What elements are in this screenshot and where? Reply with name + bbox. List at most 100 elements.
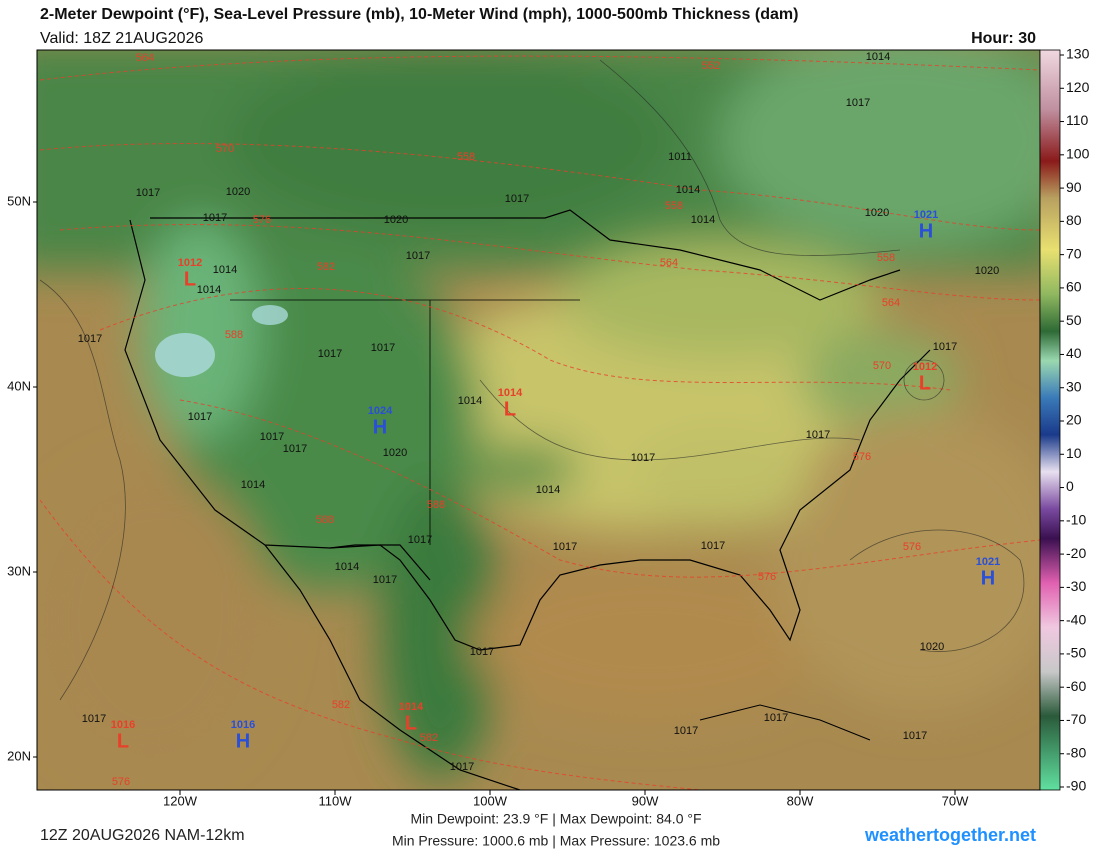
isobar-label: 1017 <box>371 342 395 354</box>
thickness-label: 582 <box>332 699 350 711</box>
isobar-label: 1011 <box>668 151 692 163</box>
isobar-label: 1017 <box>260 431 284 443</box>
colorbar-label: -40 <box>1066 611 1086 627</box>
lon-label: 70W <box>942 793 969 808</box>
low-symbol: L <box>117 730 129 752</box>
high-pressure-value: 1021 <box>914 209 938 221</box>
isobar-label: 1017 <box>283 443 307 455</box>
borders <box>124 209 931 790</box>
thickness-label: 576 <box>758 571 776 583</box>
thickness-label: 558 <box>665 200 683 212</box>
colorbar-label: 60 <box>1066 279 1082 295</box>
isobar-label: 1014 <box>536 484 560 496</box>
isobar-label: 1014 <box>197 284 221 296</box>
lat-label: 50N <box>7 193 31 208</box>
colorbar-label: -80 <box>1066 744 1086 760</box>
lon-label: 110W <box>319 793 353 808</box>
isobar-label: 1017 <box>470 646 494 658</box>
thickness-label: 576 <box>253 214 271 226</box>
isobar-label: 1017 <box>631 452 655 464</box>
thickness-label: 582 <box>317 261 335 273</box>
isobar-label: 1017 <box>78 333 102 345</box>
colorbar-label: 120 <box>1066 79 1090 95</box>
colorbar-label: 40 <box>1066 345 1082 361</box>
isobar-label: 1020 <box>383 447 407 459</box>
thickness-label: 558 <box>457 151 475 163</box>
site-credit[interactable]: weathertogether.net <box>864 825 1036 845</box>
isobar-label: 1014 <box>213 264 237 276</box>
thickness-label: 588 <box>316 514 334 526</box>
isobar-label: 1017 <box>933 341 957 353</box>
high-symbol: H <box>236 730 250 752</box>
isobar-label: 1014 <box>691 214 715 226</box>
isobar-label: 1020 <box>226 186 250 198</box>
thickness-label: 582 <box>420 732 438 744</box>
isobar-label: 1017 <box>406 250 430 262</box>
isobar-label: 1017 <box>806 429 830 441</box>
thickness-label: 570 <box>873 360 891 372</box>
isobar-label: 1017 <box>318 348 342 360</box>
dewpoint-field: 1014101710111014101710141020102010171017… <box>37 50 1040 790</box>
thickness-label: 564 <box>882 297 900 309</box>
high-pressure-value: 1016 <box>231 719 255 731</box>
colorbar-label: 110 <box>1066 112 1089 128</box>
low-pressure-value: 1012 <box>913 361 937 373</box>
thickness-label: 570 <box>216 143 234 155</box>
isobar-label: 1017 <box>553 541 577 553</box>
model-run: 12Z 20AUG2026 NAM-12km <box>40 827 245 844</box>
thickness-contours <box>39 55 1040 790</box>
low-pressure-value: 1014 <box>399 701 424 713</box>
isobar-label: 1017 <box>188 411 212 423</box>
thickness-label: 564 <box>660 257 678 269</box>
isobar-label: 1017 <box>701 540 725 552</box>
isobar-label: 1014 <box>335 561 359 573</box>
isobar-label: 1017 <box>846 97 870 109</box>
isobar-label: 1017 <box>764 712 788 724</box>
thickness-label: 588 <box>225 329 243 341</box>
colorbar-label: 70 <box>1066 245 1082 261</box>
low-symbol: L <box>504 398 516 420</box>
isobar-label: 1020 <box>920 641 944 653</box>
isobar-label: 1017 <box>373 574 397 586</box>
high-pressure-value: 1024 <box>368 405 393 417</box>
dewpoint-range: Min Dewpoint: 23.9 °F | Max Dewpoint: 84… <box>410 811 701 827</box>
high-symbol: H <box>373 416 387 438</box>
forecast-hour: Hour: 30 <box>971 30 1036 47</box>
isobar-label: 1017 <box>408 534 432 546</box>
isobar-label: 1020 <box>975 265 999 277</box>
map-labels: 1014101710111014101710141020102010171017… <box>78 51 1000 788</box>
lon-label: 80W <box>787 793 814 808</box>
low-pressure-value: 1012 <box>178 257 202 269</box>
thickness-label: 588 <box>427 499 445 511</box>
lon-label: 120W <box>163 793 198 808</box>
isobar-label: 1017 <box>450 761 474 773</box>
low-pressure-value: 1016 <box>111 719 135 731</box>
colorbar <box>1039 49 1061 791</box>
colorbar-label: -50 <box>1066 645 1086 661</box>
colorbar-label: 130 <box>1066 46 1090 62</box>
lat-label: 20N <box>7 748 31 763</box>
isobar-label: 1017 <box>505 193 529 205</box>
colorbar-label: -30 <box>1066 578 1086 594</box>
colorbar-label: 80 <box>1066 212 1082 228</box>
isobar-label: 1017 <box>674 725 698 737</box>
low-symbol: L <box>405 712 417 734</box>
pressure-range: Min Pressure: 1000.6 mb | Max Pressure: … <box>392 833 720 849</box>
isobar-label: 1017 <box>903 730 927 742</box>
isobar-label: 1014 <box>866 51 890 63</box>
isobar-label: 1017 <box>82 713 106 725</box>
lat-label: 40N <box>7 378 31 393</box>
lon-label: 90W <box>632 793 659 808</box>
isobar-label: 1020 <box>865 207 889 219</box>
colorbar-label: -70 <box>1066 711 1086 727</box>
low-symbol: L <box>919 372 931 394</box>
colorbar-label: 20 <box>1066 412 1082 428</box>
high-symbol: H <box>919 220 933 242</box>
isobar-label: 1014 <box>241 479 265 491</box>
colorbar-label: -10 <box>1066 512 1086 528</box>
low-pressure-value: 1014 <box>498 387 523 399</box>
isobar-label: 1014 <box>676 184 700 196</box>
isobar-label: 1017 <box>136 187 160 199</box>
colorbar-label: 50 <box>1066 312 1082 328</box>
